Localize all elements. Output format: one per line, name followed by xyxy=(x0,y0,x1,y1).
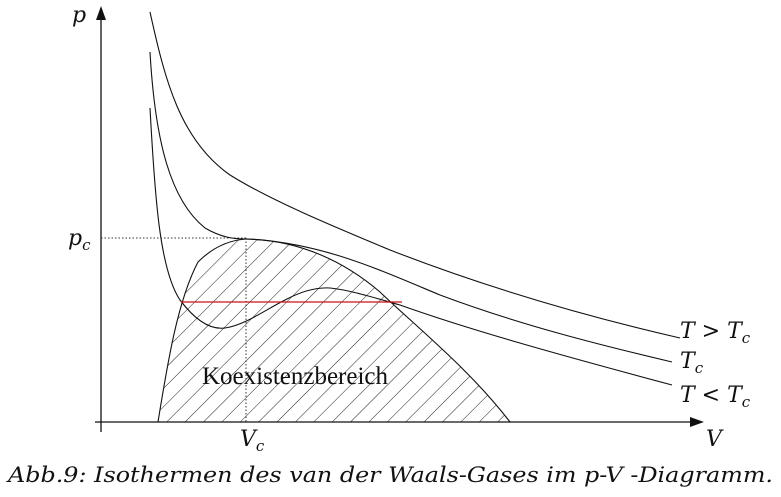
isotherm-t-above-label: T > Tc xyxy=(680,319,751,347)
coexistence-region xyxy=(157,238,511,423)
x-axis-label: V xyxy=(706,427,724,452)
isotherm-t-critical-curve xyxy=(149,51,673,363)
isotherm-t-below-curve xyxy=(149,107,673,386)
pc-label: pc xyxy=(68,226,91,254)
axes xyxy=(95,6,704,432)
isotherm-t-below-label: T < Tc xyxy=(680,383,751,411)
y-axis-arrow-icon xyxy=(96,6,106,20)
vc-label: Vc xyxy=(240,427,265,455)
region-label: Koexistenzbereich xyxy=(202,363,389,390)
figure-caption: Abb.9: Isothermen des van der Waals-Gase… xyxy=(6,463,773,487)
x-axis-arrow-icon xyxy=(690,417,704,427)
isotherm-t-above-curve xyxy=(149,11,681,339)
isotherm-t-critical-label: Tc xyxy=(680,349,704,377)
y-axis-label: p xyxy=(72,3,86,28)
